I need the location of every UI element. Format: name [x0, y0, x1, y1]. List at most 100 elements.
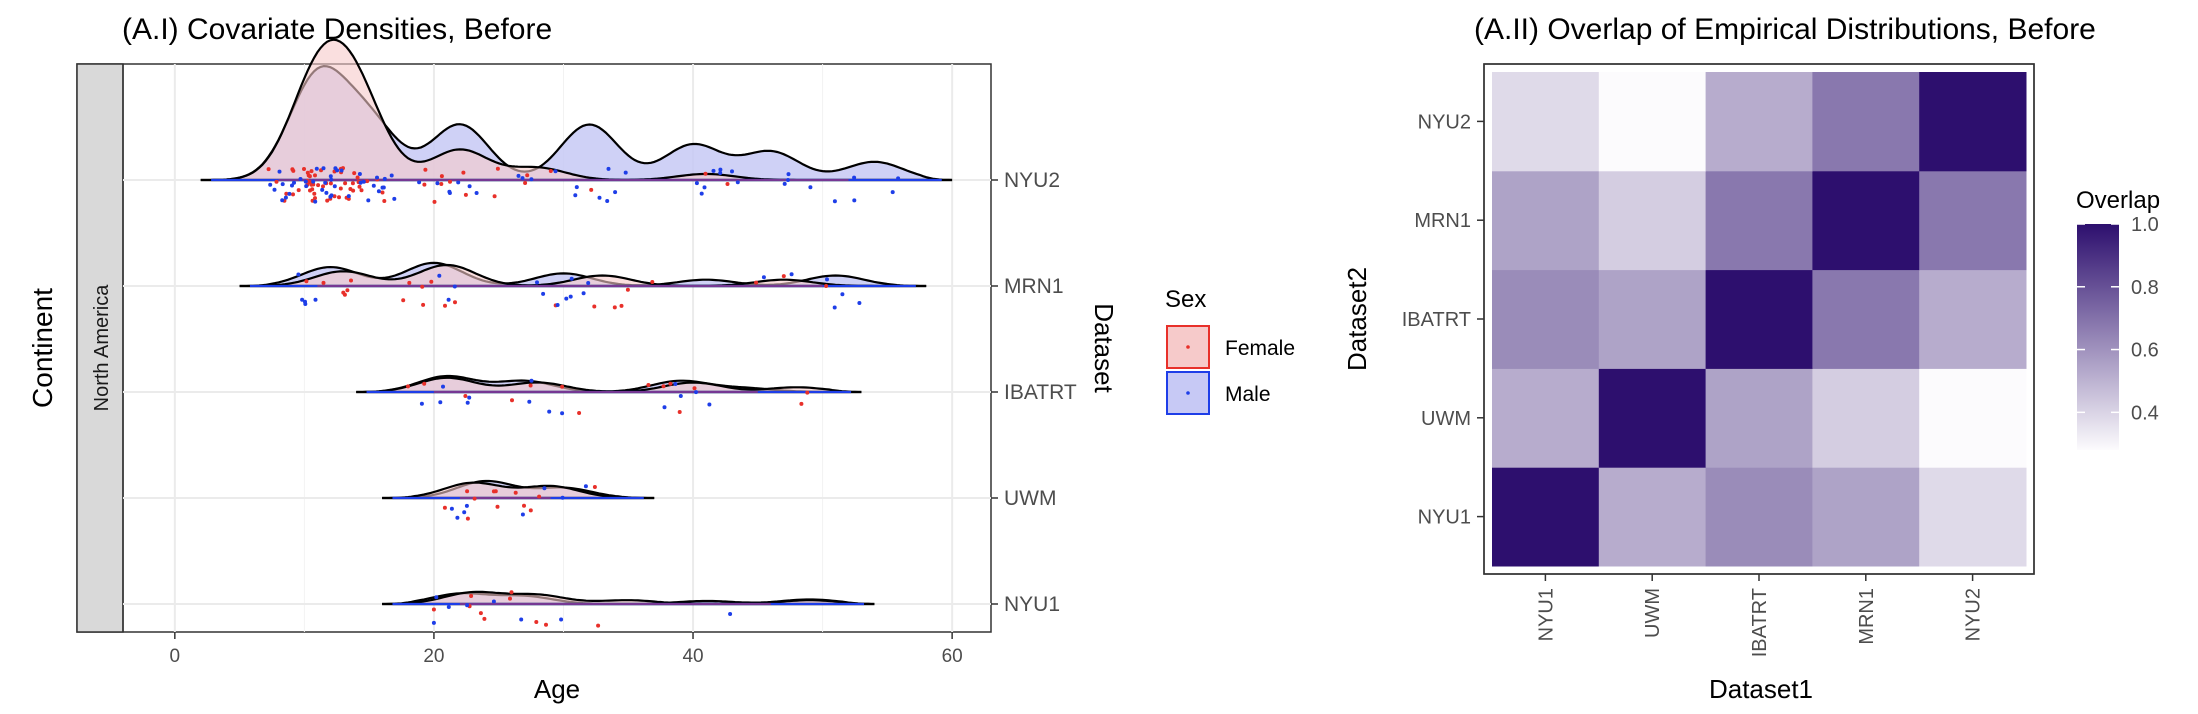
- point-male: [296, 272, 301, 277]
- colorbar-tick-label: 0.4: [2131, 402, 2159, 424]
- point-female: [472, 496, 477, 501]
- point-male: [520, 512, 525, 517]
- point-female: [355, 175, 360, 180]
- x-tick-label: 20: [423, 646, 444, 667]
- point-female: [439, 182, 444, 186]
- point-male: [313, 199, 318, 204]
- point-female: [321, 184, 325, 189]
- point-male: [730, 169, 734, 174]
- point-male: [419, 401, 424, 406]
- point-female: [619, 303, 624, 308]
- point-male: [335, 168, 340, 173]
- point-female: [625, 287, 630, 292]
- point-male: [434, 595, 439, 600]
- point-male: [313, 297, 318, 302]
- legend-item-female: Female: [1166, 325, 1295, 369]
- point-female: [348, 187, 353, 191]
- y-tick: IBATRT: [1402, 309, 1484, 331]
- right-axis-label: Dataset: [1089, 303, 1119, 393]
- point-female: [431, 607, 436, 612]
- x-tick-label: 40: [682, 646, 703, 667]
- point-female: [492, 194, 497, 199]
- plot-background-left: [76, 63, 992, 633]
- point-female: [332, 194, 337, 199]
- point-female: [309, 169, 314, 174]
- point-male: [449, 506, 454, 511]
- point-female: [421, 302, 426, 307]
- point-male: [896, 176, 901, 181]
- point-male: [465, 603, 470, 608]
- point-male: [707, 402, 712, 407]
- point-male: [435, 181, 440, 186]
- heatmap-x-ticks: NYU1 UWM IBATRT MRN1 NYU2: [1535, 574, 1985, 657]
- point-male: [711, 168, 716, 173]
- point-male: [678, 394, 683, 398]
- colorbar-tick: 0.6: [2077, 340, 2159, 362]
- point-female: [824, 284, 829, 288]
- point-male: [662, 405, 667, 410]
- colorbar: Overlap 0.4 0.6 0.8 1.0: [2076, 187, 2160, 450]
- point-male: [324, 190, 329, 195]
- point-male: [541, 291, 546, 296]
- point-female: [406, 384, 410, 389]
- point-male: [529, 177, 534, 182]
- x-tick: UWM: [1642, 574, 1664, 638]
- point-female: [544, 622, 548, 627]
- facet-label: North America: [91, 284, 113, 412]
- point-male: [890, 190, 895, 195]
- point-male: [840, 292, 845, 297]
- heatmap-cell-NYU2-NYU1: [1919, 467, 2027, 567]
- point-female: [495, 504, 500, 509]
- point-female: [612, 305, 617, 310]
- point-female: [692, 386, 697, 391]
- legend-label-male: Male: [1225, 383, 1271, 406]
- x-tick-label: NYU2: [1963, 588, 1985, 641]
- point-male: [268, 182, 273, 187]
- point-female: [668, 381, 673, 386]
- point-male: [560, 411, 565, 416]
- point-female: [677, 410, 682, 414]
- point-male: [303, 302, 308, 306]
- point-female: [350, 181, 355, 186]
- point-female: [703, 171, 708, 176]
- point-male: [389, 173, 394, 178]
- point-female: [349, 278, 353, 283]
- point-female: [423, 167, 428, 172]
- colorbar-tick: 0.8: [2077, 277, 2159, 299]
- point-male: [280, 182, 285, 187]
- point-female: [359, 188, 364, 193]
- point-female: [380, 190, 385, 195]
- dataset-tick: UWM: [991, 487, 1056, 510]
- point-female: [448, 179, 452, 184]
- point-female: [799, 401, 804, 406]
- point-male: [292, 180, 296, 185]
- point-male: [446, 297, 451, 302]
- point-male: [464, 503, 469, 508]
- point-male: [808, 185, 813, 190]
- point-male: [559, 617, 564, 622]
- point-female: [266, 167, 271, 172]
- point-male: [728, 612, 733, 616]
- point-male: [339, 168, 344, 173]
- point-female: [596, 623, 601, 628]
- point-male: [673, 382, 678, 386]
- x-tick: 40: [682, 632, 704, 667]
- point-female: [513, 490, 518, 495]
- ridge-NYU2: [200, 38, 953, 182]
- point-female: [343, 181, 348, 186]
- point-female: [443, 303, 447, 308]
- heatmap-cell-NYU2-NYU2: [1919, 72, 2027, 172]
- point-female: [306, 173, 311, 178]
- point-male: [332, 184, 337, 189]
- point-female: [592, 304, 597, 309]
- dataset-tick-label: NYU2: [1004, 169, 1060, 192]
- point-female: [284, 191, 289, 196]
- colorbar-tick-label: 1.0: [2131, 214, 2159, 236]
- point-female: [463, 192, 468, 197]
- y-axis-label-right: Dataset2: [1342, 267, 1372, 371]
- dataset-tick: NYU1: [991, 593, 1060, 616]
- point-male: [371, 183, 376, 188]
- point-female: [577, 411, 582, 415]
- heatmap-cells: [1492, 72, 2027, 567]
- dataset-tick: IBATRT: [991, 381, 1077, 404]
